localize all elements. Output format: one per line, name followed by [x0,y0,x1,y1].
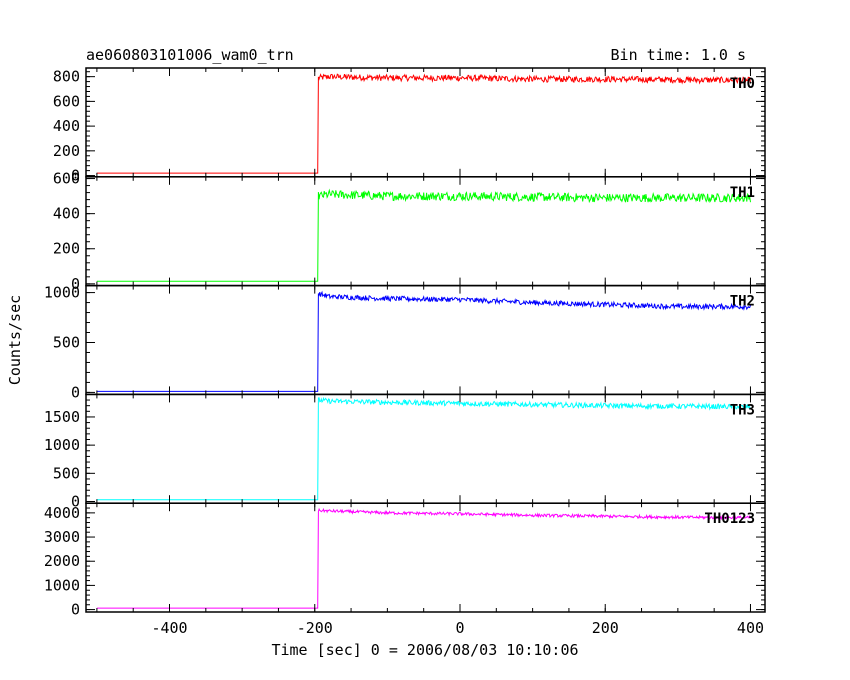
x-axis-label: Time [sec] 0 = 2006/08/03 10:10:06 [271,641,578,659]
panel-th0: 0 200 400 600 800 TH0 [53,67,766,185]
x-tick-label: 400 [737,619,764,637]
panel-label-th0123: TH0123 [704,511,755,527]
y-tick-label: 800 [53,68,80,86]
y-tick-label: 0 [71,383,80,401]
panel-frame [85,284,766,396]
x-tick-label: 0 [455,619,464,637]
panel-frame [85,67,766,178]
series-line-th3 [96,396,751,501]
x-tick-label: -400 [151,619,187,637]
y-tick-label: 500 [53,464,80,482]
y-axis-label: Counts/sec [6,295,24,385]
panel-label-th0: TH0 [730,76,755,92]
y-tick-label: 0 [71,493,80,511]
y-tick-label: 0 [71,601,80,619]
y-tick-label: 400 [53,205,80,223]
series-line-th0 [96,73,751,174]
series-line-th2 [96,290,751,392]
y-tick-label: 200 [53,240,80,258]
y-tick-label: 400 [53,117,80,135]
series-line-th0123 [96,507,751,609]
panel-frame [85,502,766,613]
y-tick-label: 1500 [44,408,80,426]
panel-frame [85,176,766,287]
y-tick-label: 1000 [44,576,80,594]
y-tick-label: 600 [53,170,80,188]
y-tick-label: 500 [53,333,80,351]
y-tick-label: 200 [53,142,80,160]
chart-panels: 0 200 400 600 800 TH0 0 200 400 600 TH1 0 500 1000 TH2… [44,67,766,637]
panel-th0123: 0 1000 2000 3000 4000 TH0123 [44,502,766,619]
x-tick-label: 200 [592,619,619,637]
panel-th2: 0 500 1000 TH2 [44,284,766,401]
panel-th1: 0 200 400 600 TH1 [53,170,766,293]
x-tick-label: -200 [297,619,333,637]
series-line-th1 [96,188,751,282]
y-tick-label: 4000 [44,504,80,522]
y-tick-label: 1000 [44,284,80,302]
panel-label-th2: TH2 [730,294,755,310]
chart-title: ae060803101006_wam0_trn [86,46,294,64]
panel-th3: 0 500 1000 1500 TH3 [44,393,766,511]
panel-frame [85,393,766,504]
panel-label-th1: TH1 [730,185,755,201]
y-tick-label: 3000 [44,528,80,546]
panel-label-th3: TH3 [730,402,755,418]
y-tick-label: 600 [53,92,80,110]
y-tick-label: 2000 [44,552,80,570]
y-tick-label: 1000 [44,436,80,454]
y-tick-label: 0 [71,167,80,185]
y-tick-label: 0 [71,275,80,293]
chart-subtitle: Bin time: 1.0 s [611,46,746,64]
